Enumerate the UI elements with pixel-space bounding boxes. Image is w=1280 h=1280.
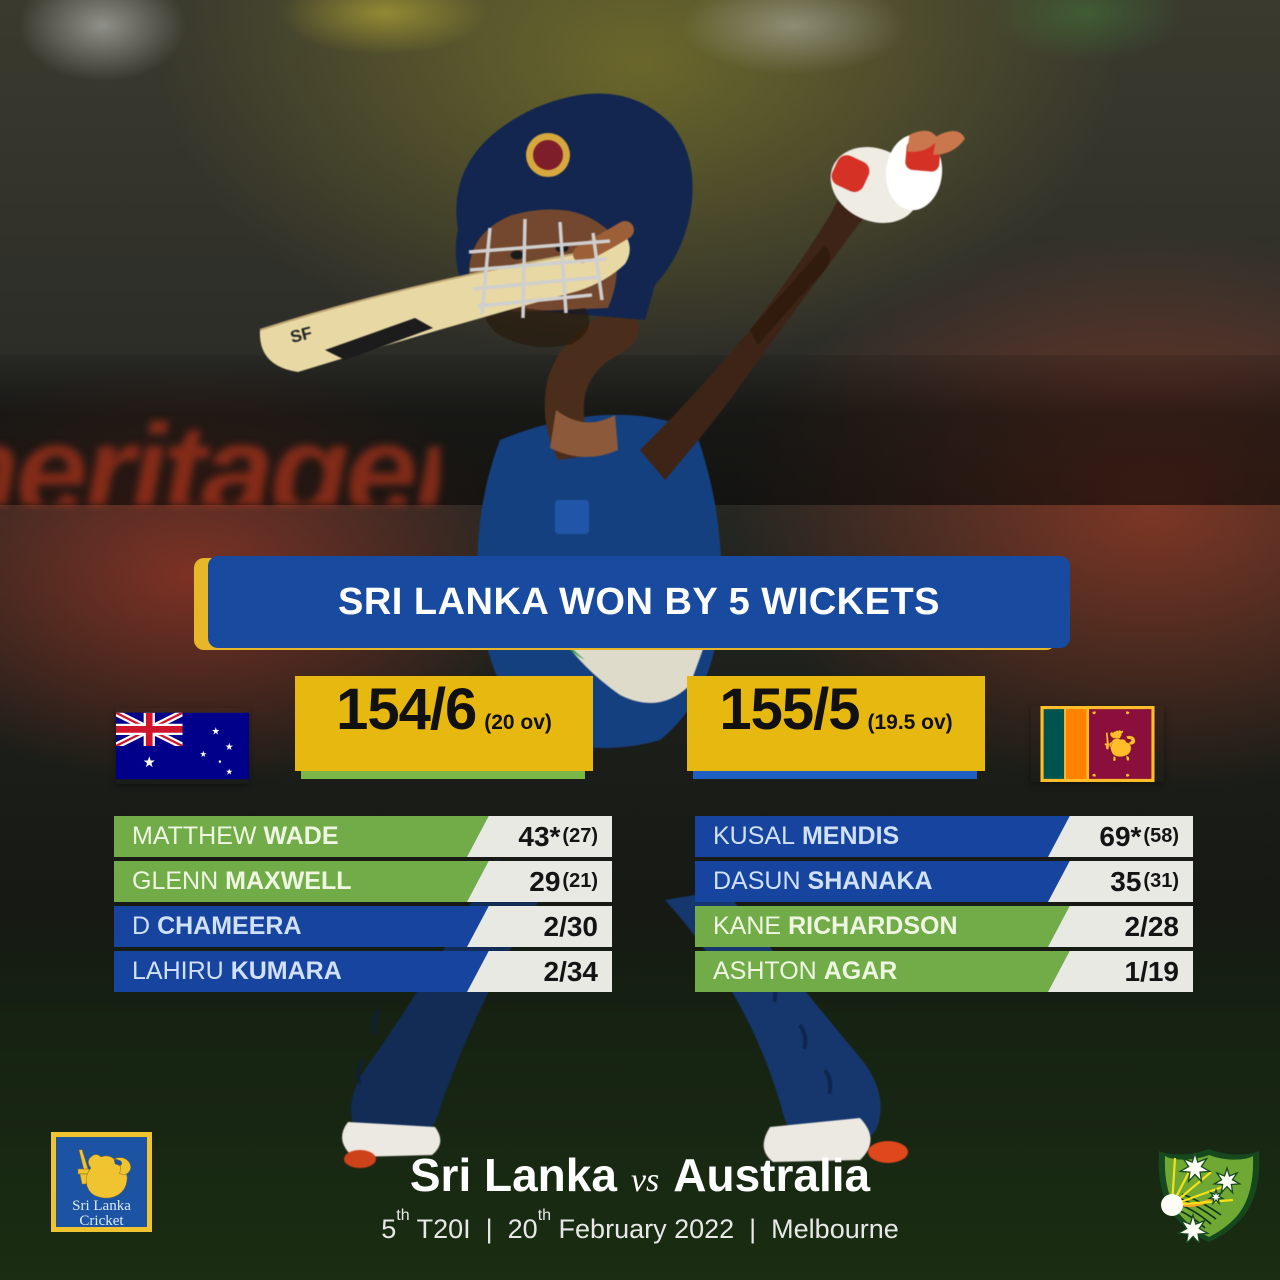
svg-text:Sri Lanka: Sri Lanka bbox=[72, 1198, 131, 1214]
svg-text:Cricket: Cricket bbox=[79, 1213, 124, 1229]
